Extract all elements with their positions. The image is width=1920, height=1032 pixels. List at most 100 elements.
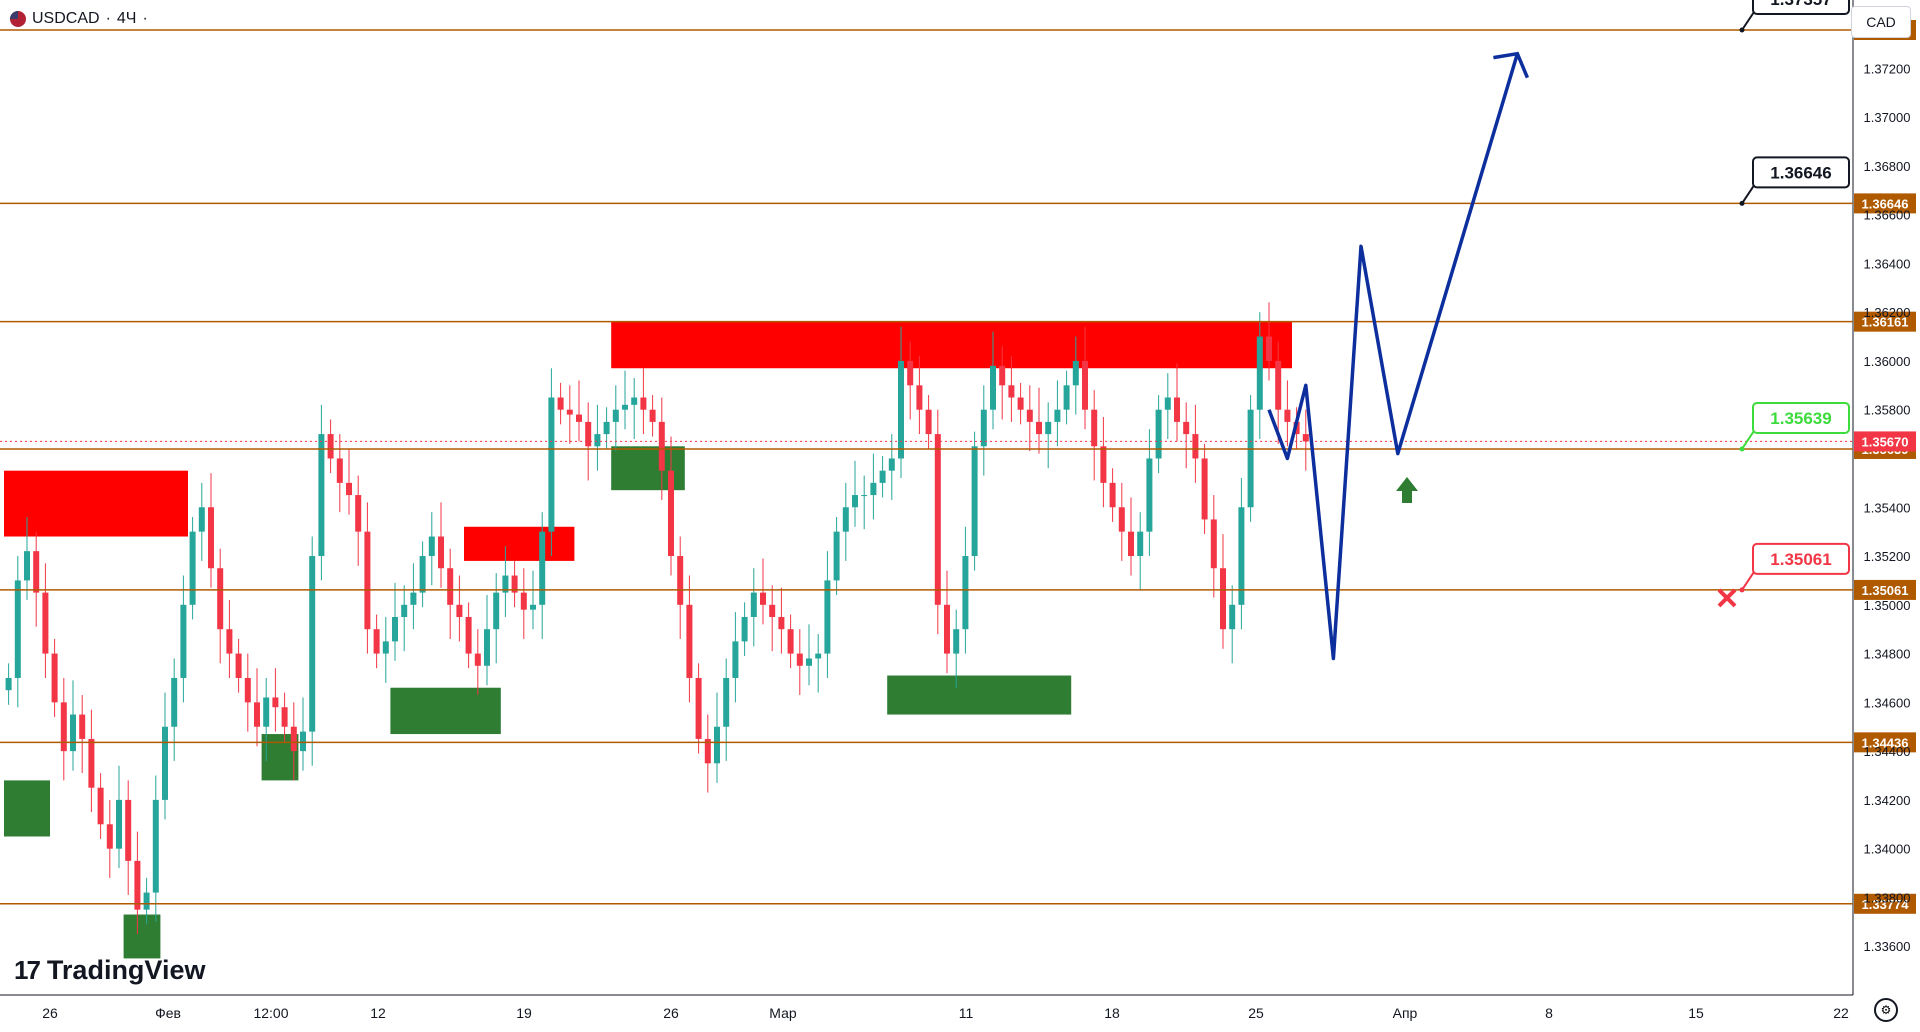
candle-body [180, 604, 187, 678]
candle-body [1183, 421, 1190, 435]
candle-body [714, 726, 720, 764]
x-tick-label: 26 [42, 1005, 58, 1021]
candle-body [1302, 434, 1309, 442]
candle-body [244, 677, 251, 703]
y-tick-label: 1.34600 [1864, 695, 1911, 710]
candle-body [1229, 604, 1236, 630]
candle-body [1155, 409, 1162, 459]
candle-body [916, 385, 923, 410]
tradingview-logo-text: TradingView [46, 955, 206, 985]
candle-body [24, 551, 30, 581]
symbol-header[interactable]: USDCAD · 4Ч · [10, 8, 148, 30]
candle-body [1201, 458, 1208, 520]
candle-body [668, 470, 674, 557]
candle-body [456, 604, 463, 617]
candle-body [134, 860, 141, 910]
candle-body [300, 731, 306, 752]
header-dot: · [142, 10, 148, 27]
projection-path [1267, 53, 1520, 661]
level-price-label: 1.33774 [1862, 897, 1910, 912]
candle-body [870, 482, 877, 496]
candle-body [14, 580, 21, 678]
candle-body [1192, 434, 1199, 459]
candle-body [1026, 409, 1033, 422]
candle-body [327, 434, 334, 459]
candle-body [309, 556, 316, 732]
candle-body [1266, 336, 1272, 361]
candle-body [796, 653, 803, 666]
candle-body [640, 397, 647, 410]
target-2-callout-anchor-dot [1739, 200, 1745, 206]
candle-body [1017, 397, 1024, 410]
stop-callout-box [1752, 542, 1850, 575]
settings-gear-icon[interactable]: ⚙ [1874, 998, 1898, 1022]
candle-body [815, 653, 822, 659]
candle-body [97, 787, 104, 825]
symbol-name: USDCAD [32, 10, 100, 27]
target-2-callout-label: 1.36646 [1770, 163, 1831, 182]
level-price-label: 1.34436 [1862, 735, 1909, 750]
candle-body [1063, 385, 1070, 410]
candle-body [364, 531, 371, 630]
candle-body [631, 397, 638, 405]
candle-body [594, 434, 601, 447]
x-tick-label: 11 [959, 1005, 974, 1021]
candle-body [879, 470, 886, 483]
candle-body [1036, 421, 1042, 435]
x-tick-label: Апр [1393, 1005, 1418, 1021]
candle-body [907, 360, 914, 386]
currency-button[interactable]: CAD [1851, 6, 1911, 38]
level-price-label: 1.36646 [1862, 196, 1909, 211]
candle-body [833, 531, 840, 581]
candle-body [548, 397, 555, 532]
target-2-callout-pointer [1741, 184, 1755, 204]
timeframe-label[interactable]: 4Ч [116, 10, 137, 27]
candle-body [401, 604, 408, 617]
price-axis-bg [1853, 0, 1920, 1032]
candle-body [1164, 397, 1171, 410]
candle-body [778, 616, 785, 630]
tradingview-logo[interactable]: 17 TradingView [14, 955, 205, 986]
candle-body [1045, 421, 1052, 435]
candle-body [143, 892, 150, 910]
candle-body [934, 434, 941, 605]
y-tick-label: 1.33800 [1864, 890, 1911, 905]
stop-callout-anchor-dot [1739, 587, 1745, 593]
candle-body [704, 738, 711, 764]
candle-body [658, 421, 665, 471]
level-price-label: 1.35061 [1862, 583, 1909, 598]
candle-body [539, 531, 546, 605]
x-tick-label: 12 [370, 1005, 386, 1021]
candle-body [355, 495, 362, 532]
candle-body [1247, 409, 1254, 508]
candle-body [1128, 531, 1134, 557]
candle-body [622, 404, 628, 410]
demand-zone [390, 687, 501, 735]
candle-body [686, 604, 693, 678]
stop-callout-label: 1.35061 [1770, 550, 1831, 569]
x-tick-label: 19 [516, 1005, 532, 1021]
current-price-tag [1854, 431, 1916, 452]
x-tick-label: 18 [1104, 1005, 1120, 1021]
projection-arrowhead [1493, 51, 1530, 79]
candle-body [1284, 409, 1291, 422]
x-tick-label: Фев [155, 1005, 181, 1021]
candle-body [5, 677, 12, 691]
candle-body [1082, 360, 1088, 410]
candle-body [272, 697, 279, 708]
candle-body [60, 702, 67, 752]
candle-body [1174, 397, 1180, 422]
candle-body [281, 707, 288, 727]
candle-body [465, 616, 472, 654]
y-tick-label: 1.34000 [1864, 842, 1911, 857]
candle-body [171, 677, 178, 727]
candle-body [125, 799, 132, 861]
candle-body [1275, 360, 1282, 410]
y-tick-label: 1.33600 [1864, 939, 1911, 954]
candle-body [898, 360, 904, 459]
level-price-tag [1854, 579, 1916, 600]
candle-body [1072, 360, 1079, 386]
candle-body [235, 653, 242, 678]
candle-body [520, 592, 527, 610]
